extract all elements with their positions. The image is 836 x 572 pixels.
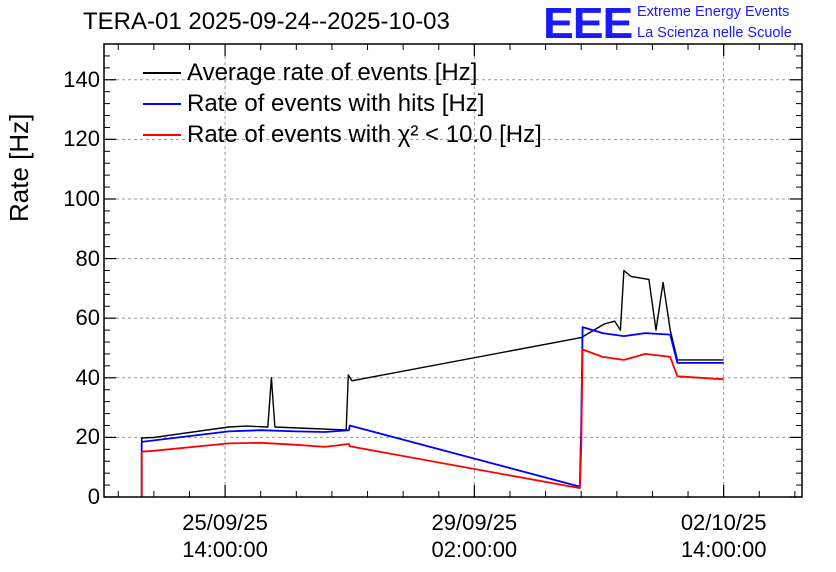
y-tick-label: 120 [63,126,100,152]
legend-label: Average rate of events [Hz] [187,59,478,86]
x-tick-date: 29/09/25 [431,510,518,535]
series-line-1 [141,269,724,497]
series-layer [140,269,724,497]
x-tick-date: 02/10/25 [680,510,767,535]
y-tick-label: 140 [63,66,100,92]
legend-label: Rate of events with χ² < 10.0 [Hz] [187,121,542,148]
logo-subtitle-1: Extreme Energy Events [637,4,790,20]
series-line-3 [140,348,724,497]
x-tick-label: 25/09/25 14:00:00 [145,509,305,563]
y-axis-label: Rate [Hz] [4,113,34,222]
series-line-2 [140,326,724,497]
x-tick-label: 02/10/25 14:00:00 [644,509,804,563]
y-tick-label: 0 [87,484,100,509]
eee-logo: EEE [543,0,633,48]
y-tick-label: 80 [75,245,100,271]
y-tick-label: 60 [75,305,100,331]
axis-ticks [104,43,802,498]
x-tick-time: 14:00:00 [680,537,767,562]
y-tick-label: 100 [63,185,100,211]
grid-lines [104,44,802,497]
legend-label: Rate of events with hits [Hz] [187,90,485,117]
legend-swatch [143,134,181,136]
logo-subtitle-2: La Scienza nelle Scuole [637,25,792,41]
chart-title: TERA-01 2025-09-24--2025-10-03 [83,8,450,35]
y-tick-label: 40 [75,364,100,390]
x-tick-date: 25/09/25 [182,510,268,535]
x-tick-time: 14:00:00 [182,537,268,562]
legend-swatch [143,72,181,74]
legend-swatch [143,103,181,105]
x-tick-time: 02:00:00 [431,537,518,562]
x-tick-label: 29/09/25 02:00:00 [394,509,554,563]
y-tick-label: 20 [75,424,100,450]
